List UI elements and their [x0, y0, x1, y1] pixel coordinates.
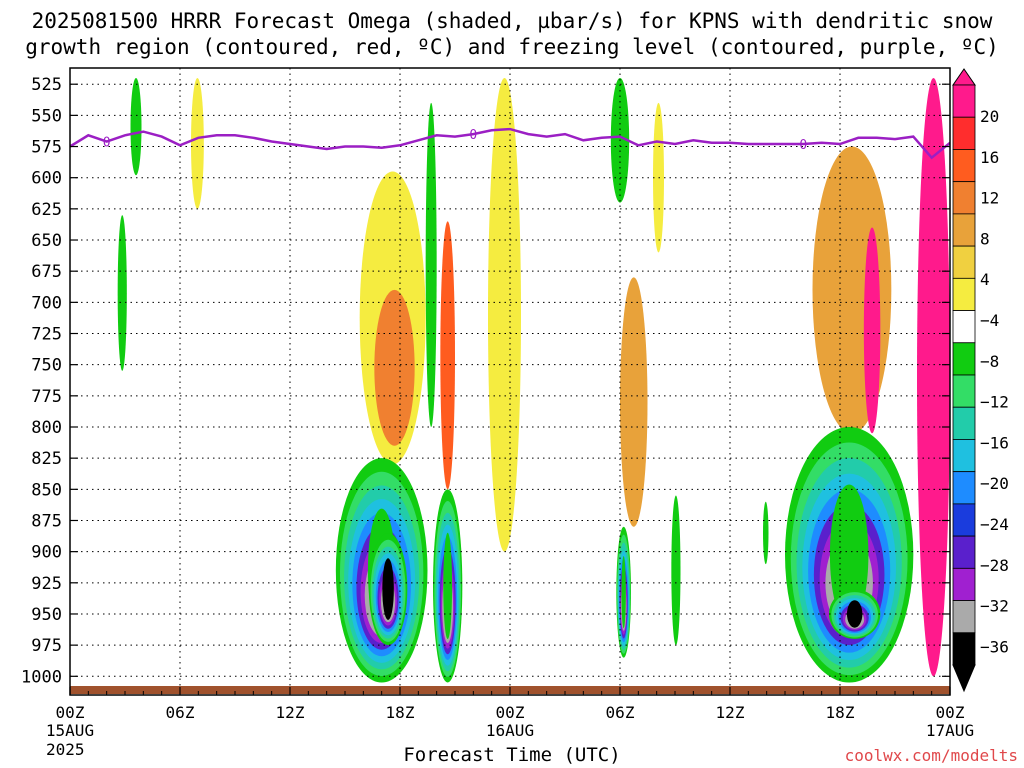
- site-credit: coolwx.com/modelts: [844, 746, 1018, 765]
- colorbar-label-2: 12: [980, 189, 999, 208]
- colorbar-label-11: −28: [980, 556, 1009, 575]
- freezing-level-line: [70, 127, 950, 160]
- colorbar-label-5: −4: [980, 311, 999, 330]
- ascent-18z-core: [382, 558, 394, 620]
- colorbar-swatch-0: [952, 84, 976, 118]
- colorbar-swatch-14: [952, 535, 976, 569]
- chart-title-line-2: growth region (contoured, red, ºC) and f…: [25, 35, 999, 59]
- colorbar: 20 16 12 8 4 −4 −8 −12 −16 −20 −24 −28 −32 −36: [952, 68, 1009, 693]
- colorbar-swatch-7: [952, 310, 976, 344]
- x-tick-label-42: 18Z: [826, 703, 855, 722]
- colorbar-label-3: 8: [980, 229, 990, 248]
- freezing-level-contour: 0 0 0: [70, 127, 950, 160]
- x-tick-date-48: 17AUG: [926, 721, 974, 740]
- chart-title-line-1: 2025081500 HRRR Forecast Omega (shaded, …: [31, 9, 993, 33]
- x-tick-label-6: 06Z: [166, 703, 195, 722]
- sink-1930z-core: [863, 227, 881, 434]
- y-tick-label-625: 625: [31, 200, 62, 220]
- y-tick-label-725: 725: [31, 325, 62, 345]
- sink-00z-column: [488, 77, 521, 552]
- colorbar-swatch-2: [952, 149, 976, 183]
- colorbar-swatch-5: [952, 245, 976, 279]
- y-tick-label-950: 950: [31, 605, 62, 625]
- x-tick-date-24: 16AUG: [486, 721, 534, 740]
- ascent-1515z-column: [763, 501, 769, 565]
- x-tick-label-24: 00Z: [496, 703, 525, 722]
- colorbar-label-8: −16: [980, 433, 1009, 452]
- colorbar-label-0: 20: [980, 107, 999, 126]
- colorbar-swatch-16: [952, 600, 976, 634]
- colorbar-label-10: −24: [980, 515, 1009, 534]
- colorbar-swatch-11: [952, 439, 976, 473]
- x-tick-date-0: 15AUG: [46, 721, 94, 740]
- colorbar-swatch-1: [952, 116, 976, 150]
- y-tick-label-800: 800: [31, 418, 62, 438]
- x-tick-label-0: 00Z: [56, 703, 85, 722]
- y-tick-label-700: 700: [31, 293, 62, 313]
- colorbar-swatch-10: [952, 406, 976, 440]
- y-tick-label-975: 975: [31, 636, 62, 656]
- y-tick-label-650: 650: [31, 231, 62, 251]
- colorbar-top-arrow: [952, 68, 976, 86]
- sink-06z-column: [620, 277, 648, 527]
- y-tick-label-925: 925: [31, 574, 62, 594]
- freezing-level-label: 0: [103, 136, 111, 151]
- y-tick-label-675: 675: [31, 262, 62, 282]
- y-tick-label-550: 550: [31, 106, 62, 126]
- colorbar-swatch-6: [952, 277, 976, 311]
- y-tick-label-1000: 1000: [21, 667, 62, 687]
- colorbar-swatch-3: [952, 181, 976, 215]
- x-tick-label-12: 12Z: [276, 703, 305, 722]
- colorbar-label-9: −20: [980, 474, 1009, 493]
- sink-2330z-column: [917, 77, 950, 677]
- y-tick-label-575: 575: [31, 138, 62, 158]
- colorbar-label-4: 4: [980, 270, 990, 289]
- ascent-1945z-cell: [443, 532, 453, 640]
- sink-0630z-column: [191, 77, 204, 209]
- colorbar-swatch-9: [952, 374, 976, 408]
- colorbar-swatch-13: [952, 503, 976, 537]
- ascent-1830z-core: [846, 600, 863, 628]
- colorbar-label-12: −32: [980, 597, 1009, 616]
- freezing-level-label: 0: [799, 138, 807, 153]
- colorbar-swatch-12: [952, 471, 976, 505]
- ascent-06z-cell: [621, 556, 626, 629]
- ascent-09z-column: [671, 495, 681, 646]
- colorbar-swatch-4: [952, 213, 976, 247]
- colorbar-swatch-15: [952, 567, 976, 601]
- x-tick-label-36: 12Z: [716, 703, 745, 722]
- pressure-axis: 525 550 575 600 625 650 675 700 725 750 775 800 825 8…: [21, 75, 950, 687]
- ascent-0830z-column: [130, 77, 142, 176]
- colorbar-label-7: −12: [980, 393, 1009, 412]
- x-tick-label-18: 18Z: [386, 703, 415, 722]
- ascent-2030z-column: [425, 102, 437, 427]
- y-tick-label-850: 850: [31, 480, 62, 500]
- sink-2030z-column: [440, 221, 455, 490]
- x-tick-label-30: 06Z: [606, 703, 635, 722]
- y-tick-label-900: 900: [31, 543, 62, 563]
- y-tick-label-525: 525: [31, 75, 62, 95]
- year-label: 2025: [46, 740, 85, 759]
- omega-shading: [117, 77, 950, 683]
- x-axis-title: Forecast Time (UTC): [403, 744, 621, 766]
- colorbar-label-13: −36: [980, 637, 1009, 656]
- colorbar-swatch-17: [952, 632, 976, 666]
- dotted-grid: [69, 68, 951, 695]
- colorbar-label-1: 16: [980, 148, 999, 167]
- sink-18z-core: [374, 289, 415, 446]
- y-tick-label-600: 600: [31, 169, 62, 189]
- colorbar-swatch-8: [952, 342, 976, 376]
- freezing-level-label: 0: [469, 128, 477, 143]
- colorbar-label-6: −8: [980, 352, 999, 371]
- y-tick-label-775: 775: [31, 387, 62, 407]
- y-tick-label-750: 750: [31, 356, 62, 376]
- y-tick-label-825: 825: [31, 449, 62, 469]
- x-tick-label-48: 00Z: [936, 703, 965, 722]
- colorbar-bottom-arrow: [952, 664, 976, 693]
- y-tick-label-875: 875: [31, 511, 62, 531]
- ascent-0230z-column: [117, 215, 127, 371]
